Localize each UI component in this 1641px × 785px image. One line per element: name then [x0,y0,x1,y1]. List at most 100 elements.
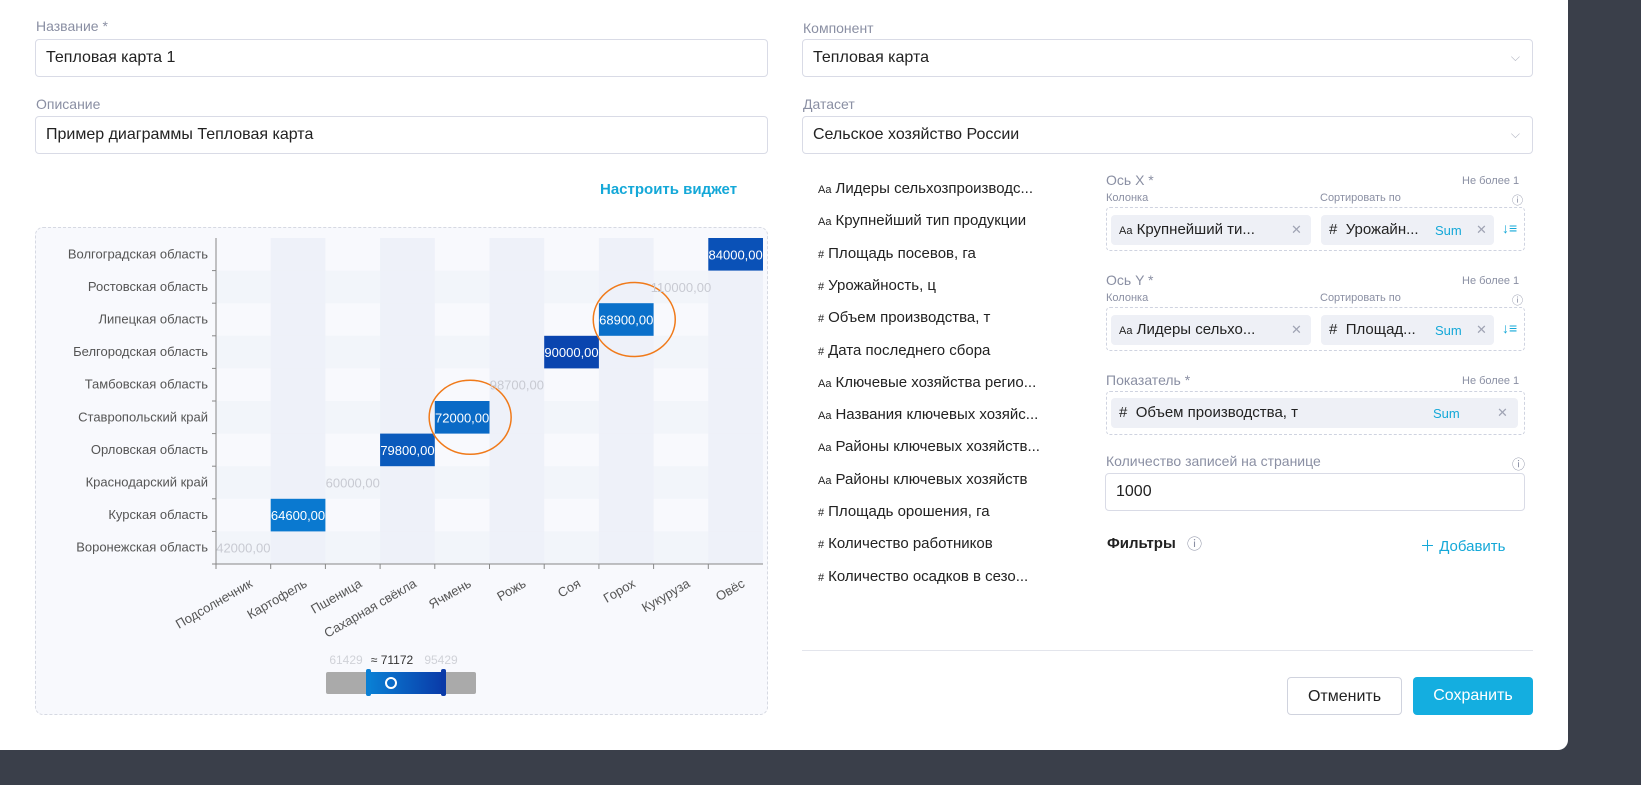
help-icon: ⓘ [1512,295,1523,307]
field-item[interactable]: Aa Крупнейший тип продукции [818,212,1026,229]
y-column-value: Лидеры сельхо... [1136,321,1256,338]
number-type-icon: # [818,313,825,326]
visual-map-range [369,672,444,694]
visual-map-min-handle[interactable] [366,669,371,696]
highlight-circle [592,281,676,358]
y-sort-label: Сортировать по [1320,292,1401,304]
x-column-value: Крупнейший ти... [1136,221,1255,238]
cell-value-label: 79800,00 [380,443,434,458]
number-type-icon: # [818,539,825,552]
dataset-select[interactable]: Сельское хозяйство России ⌵ [802,116,1533,154]
x-column-chip[interactable]: Aa Крупнейший ти... ✕ [1111,215,1311,245]
field-name: Площадь посевов, га [828,244,976,262]
add-filter-button[interactable]: ＋ Добавить [1420,535,1505,556]
configure-widget-link[interactable]: Настроить виджет [600,181,738,198]
y-tick-label: Волгоградская область [68,246,208,261]
x-tick-label: Ячмень [426,575,474,611]
field-item[interactable]: # Дата последнего сбора [818,342,990,359]
y-tick-label: Воронежская область [76,540,208,555]
field-item[interactable]: # Количество осадков в сезо... [818,568,1028,585]
y-tick-label: Курская область [108,507,208,522]
sort-order-icon[interactable]: ↓≡ [1502,320,1518,336]
heatmap-cell [270,498,326,532]
field-item[interactable]: # Площадь посевов, га [818,245,976,262]
field-item[interactable]: Aa Районы ключевых хозяйств... [818,438,1040,455]
name-input[interactable]: Тепловая карта 1 [35,39,768,77]
y-column-label: Колонка [1106,292,1149,304]
cell-value-label: 60000,00 [326,476,380,491]
description-label: Описание [36,96,101,112]
field-name: Ключевые хозяйства регио... [835,373,1037,391]
field-name: Объем производства, т [828,309,991,327]
remove-icon[interactable]: ✕ [1291,322,1302,337]
component-select[interactable]: Тепловая карта ⌵ [802,39,1533,77]
sort-order-icon[interactable]: ↓≡ [1502,220,1518,236]
field-item[interactable]: Aa Названия ключевых хозяйс... [818,406,1038,423]
row-stripe [216,531,763,564]
field-item[interactable]: # Объем производства, т [818,309,990,326]
x-tick-label: Рожь [494,575,528,603]
y-axis-dropzone[interactable] [1106,307,1525,351]
y-tick-label: Краснодарский край [86,475,208,490]
measure-limit: Не более 1 [1462,375,1520,387]
y-tick-label: Орловская область [91,442,208,457]
x-axis-dropzone[interactable] [1106,207,1525,251]
x-tick-label: Горох [601,575,639,605]
y-tick-label: Липецкая область [99,312,209,327]
cell-value-label: 72000,00 [435,410,489,425]
visual-map-max-label: 95429 [424,653,458,667]
y-sort-value: Площад... [1345,321,1416,338]
heatmap-cell [708,238,763,271]
x-sort-chip[interactable]: # Урожайн... Sum ✕ [1321,215,1494,245]
description-input[interactable]: Пример диаграммы Тепловая карта [35,116,768,154]
number-type-icon: # [1329,221,1338,238]
cancel-button[interactable]: Отменить [1287,677,1402,715]
name-label: Название * [36,18,108,34]
measure-dropzone[interactable] [1106,391,1525,435]
measure-chip[interactable]: # Объем производства, т Sum ✕ [1111,398,1518,428]
x-axis-label: Ось X * [1106,172,1154,188]
dataset-value: Сельское хозяйство России [813,126,1020,143]
number-type-icon: # [818,280,825,293]
remove-icon[interactable]: ✕ [1497,405,1508,420]
visual-map-max-handle[interactable] [441,669,446,696]
aggregation-button[interactable]: Sum [1435,323,1462,338]
aggregation-button[interactable]: Sum [1433,406,1460,421]
field-item[interactable]: Aa Районы ключевых хозяйств [818,471,1027,488]
records-label: Количество записей на странице [1106,453,1321,469]
number-type-icon: # [818,345,825,358]
field-name: Районы ключевых хозяйств... [835,438,1040,456]
highlight-circle [428,379,512,456]
y-tick-label: Ставропольский край [78,409,208,424]
heatmap-svg: Воронежская область Курская область Красно… [68,238,763,696]
y-axis-label: Ось Y * [1106,272,1154,288]
y-sort-chip[interactable]: # Площад... Sum ✕ [1321,315,1494,345]
remove-icon[interactable]: ✕ [1476,322,1487,337]
remove-icon[interactable]: ✕ [1476,222,1487,237]
field-name: Дата последнего сбора [828,341,991,359]
field-item[interactable]: Aa Лидеры сельхозпроизводс... [818,180,1033,197]
heatmap-chart: Воронежская область Курская область Красно… [35,227,768,715]
field-item[interactable]: # Количество работников [818,535,993,552]
remove-icon[interactable]: ✕ [1291,222,1302,237]
number-type-icon: # [818,248,825,261]
measure-label: Показатель * [1106,372,1191,388]
field-name: Лидеры сельхозпроизводс... [835,180,1034,197]
aggregation-button[interactable]: Sum [1435,223,1462,238]
x-sort-label: Сортировать по [1320,192,1401,204]
field-name: Названия ключевых хозяйс... [835,406,1039,424]
records-input[interactable]: 1000 [1105,473,1525,511]
cell-value-label: 110000,00 [651,280,712,295]
field-item[interactable]: # Урожайность, ц [818,277,936,294]
cell-value-label: 90000,00 [544,345,598,360]
text-type-icon: Aa [1119,225,1133,237]
number-type-icon: # [1119,404,1128,421]
field-item[interactable]: Aa Ключевые хозяйства регио... [818,374,1036,391]
widget-editor-modal: Название * Тепловая карта 1 Описание При… [0,0,1568,750]
field-item[interactable]: # Площадь орошения, га [818,503,990,520]
save-button[interactable]: Сохранить [1413,677,1533,715]
y-column-chip[interactable]: Aa Лидеры сельхо... ✕ [1111,315,1311,345]
heatmap-cell [434,401,490,434]
x-tick-label: Картофель [244,575,309,621]
field-name: Количество осадков в сезо... [828,567,1029,585]
